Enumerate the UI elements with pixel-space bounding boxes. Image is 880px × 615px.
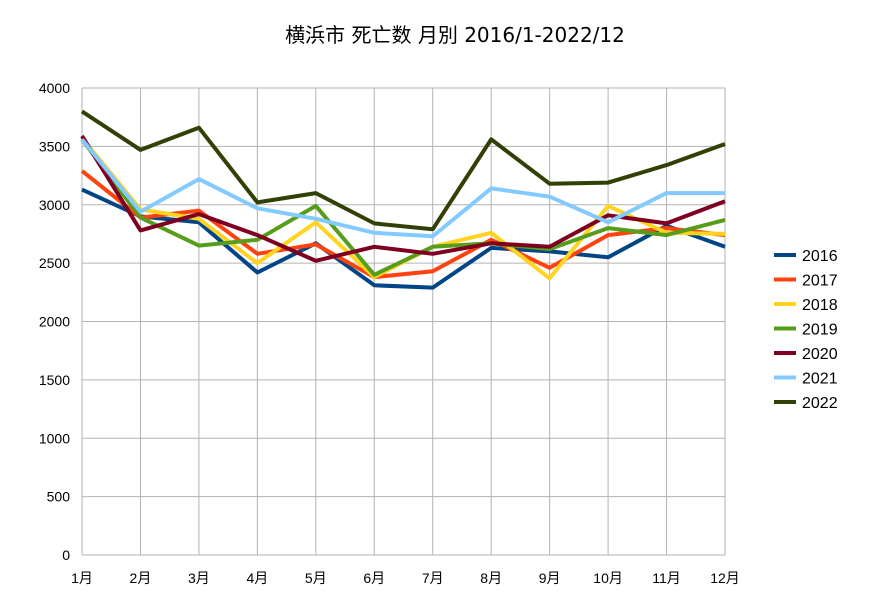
legend-label-2021: 2021 [802,371,838,388]
x-tick-label: 5月 [305,570,327,586]
y-tick-label: 4000 [39,80,70,96]
x-tick-label: 6月 [363,570,385,586]
legend-label-2019: 2019 [802,322,838,339]
x-tick-label: 10月 [593,570,623,586]
x-tick-label: 1月 [71,570,93,586]
x-tick-label: 11月 [652,570,681,586]
series-line-2022 [80,109,726,232]
series-line-2019 [80,138,726,277]
series-line-2021 [80,138,725,239]
x-tick-label: 9月 [539,570,561,586]
x-tick-label: 12月 [710,570,740,586]
legend-label-2018: 2018 [802,297,838,314]
legend: 2016 2017 2018 2019 2020 2021 2022 [774,248,838,412]
y-tick-label: 2500 [39,255,70,271]
series-line-2016 [81,187,726,290]
x-tick-label: 2月 [130,570,152,586]
chart-title: 横浜市 死亡数 月別 2016/1-2022/12 [285,23,625,47]
legend-label-2017: 2017 [802,273,838,290]
series-line-2018 [80,136,726,281]
y-tick-label: 1000 [39,430,70,446]
x-tick-label: 4月 [246,570,268,586]
y-tick-label: 2000 [39,314,70,330]
y-tick-label: 500 [47,489,71,505]
x-tick-label: 8月 [480,570,502,586]
series-line-2020 [80,134,726,263]
y-tick-labels: 0 500 1000 1500 2000 2500 3000 3500 4000 [39,80,70,563]
y-tick-label: 3000 [39,197,70,213]
y-tick-label: 0 [62,547,70,563]
x-tick-label: 7月 [422,570,444,586]
y-tick-label: 1500 [39,372,70,388]
legend-label-2016: 2016 [802,248,838,265]
grid [81,87,726,556]
legend-label-2022: 2022 [802,395,838,412]
x-tick-labels: 1月 2月 3月 4月 5月 6月 7月 8月 9月 10月 11月 12月 [71,570,740,586]
x-tick-label: 3月 [188,570,210,586]
y-tick-label: 3500 [39,138,70,154]
legend-label-2020: 2020 [802,346,838,363]
series-lines [80,109,726,290]
series-line-2017 [80,169,726,280]
